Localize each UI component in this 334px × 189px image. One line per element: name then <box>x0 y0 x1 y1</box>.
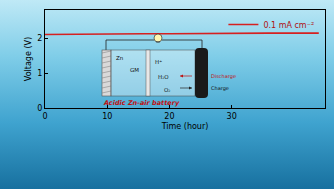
svg-text:H₂O: H₂O <box>158 74 169 80</box>
svg-text:0.1 mA cm⁻²: 0.1 mA cm⁻² <box>263 21 314 30</box>
svg-text:Charge: Charge <box>211 85 229 92</box>
svg-text:GM: GM <box>130 67 139 73</box>
svg-text:1: 1 <box>37 69 42 78</box>
svg-text:30: 30 <box>227 112 237 121</box>
svg-text:H⁺: H⁺ <box>155 59 162 65</box>
svg-text:2: 2 <box>37 34 42 43</box>
svg-text:Voltage (V): Voltage (V) <box>24 37 33 81</box>
svg-text:Discharge: Discharge <box>211 73 236 80</box>
svg-text:0: 0 <box>37 104 42 113</box>
svg-text:20: 20 <box>164 112 174 121</box>
svg-text:O₂: O₂ <box>164 87 171 93</box>
svg-text:10: 10 <box>102 112 112 121</box>
svg-text:Zn: Zn <box>116 55 124 61</box>
svg-text:0: 0 <box>42 112 47 121</box>
svg-text:Time (hour): Time (hour) <box>161 122 209 131</box>
svg-text:Acidic Zn-air battery: Acidic Zn-air battery <box>103 99 180 107</box>
